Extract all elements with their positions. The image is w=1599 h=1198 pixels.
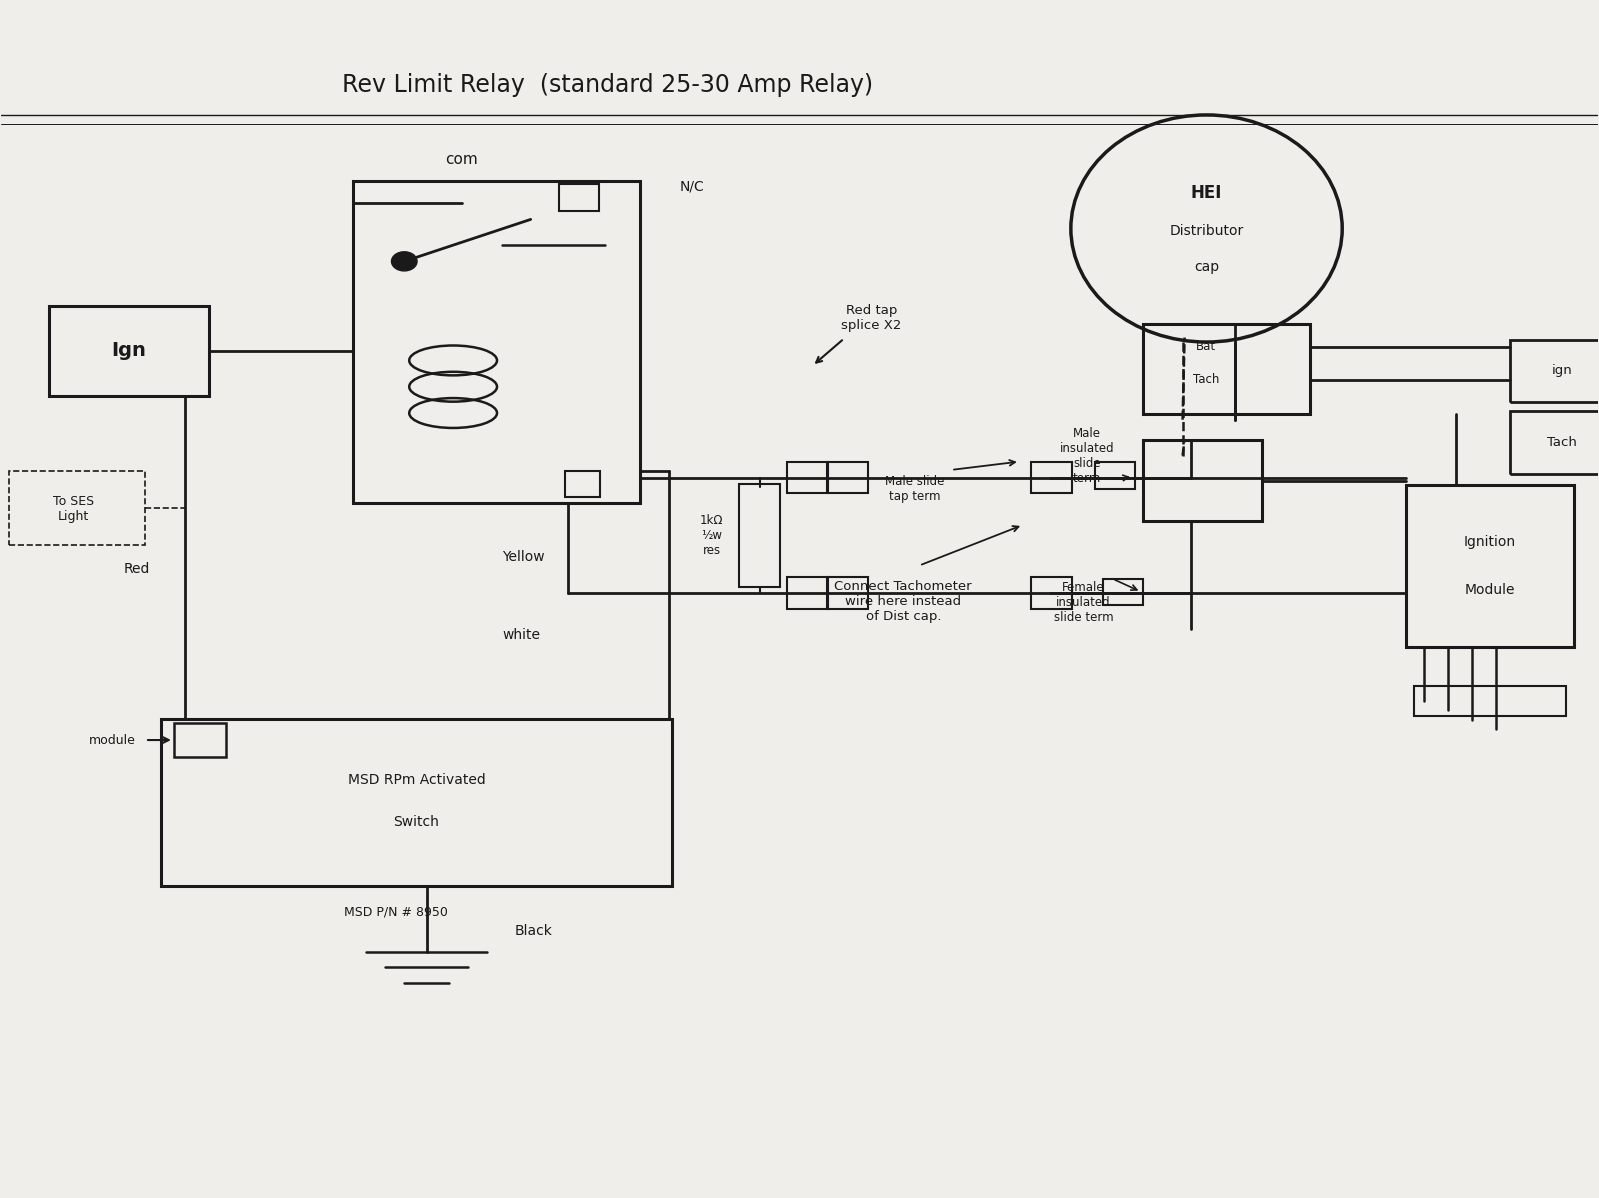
Bar: [1414, 686, 1565, 716]
Bar: [560, 184, 600, 211]
Bar: [739, 484, 780, 587]
Text: Red: Red: [123, 562, 150, 576]
Bar: [1143, 440, 1262, 521]
Text: Tach: Tach: [1193, 373, 1220, 386]
Bar: [1406, 485, 1573, 647]
Bar: [1143, 325, 1310, 413]
Bar: [564, 471, 600, 497]
Text: Red tap
splice X2: Red tap splice X2: [841, 304, 902, 332]
Text: 1kΩ
½w
res: 1kΩ ½w res: [700, 514, 723, 557]
Text: Connect Tachometer
wire here instead
of Dist cap.: Connect Tachometer wire here instead of …: [835, 580, 972, 623]
Text: Tach: Tach: [1546, 436, 1577, 449]
Circle shape: [392, 252, 417, 271]
Text: Ign: Ign: [112, 341, 147, 361]
Text: Male slide
tap term: Male slide tap term: [884, 476, 943, 503]
Bar: [352, 181, 640, 503]
Text: Black: Black: [515, 925, 552, 938]
Text: MSD P/N # 8950: MSD P/N # 8950: [344, 906, 448, 919]
Text: Distributor: Distributor: [1169, 224, 1244, 238]
Text: MSD RPm Activated: MSD RPm Activated: [347, 774, 484, 787]
Text: N/C: N/C: [680, 180, 705, 194]
Text: module: module: [90, 733, 136, 746]
Bar: [1509, 340, 1599, 401]
Bar: [1509, 411, 1599, 473]
Text: Female
insulated
slide term: Female insulated slide term: [1054, 581, 1113, 624]
Bar: [1031, 462, 1073, 494]
Text: Ignition: Ignition: [1463, 536, 1516, 549]
Text: white: white: [502, 628, 540, 642]
Bar: [50, 307, 209, 395]
Bar: [787, 577, 828, 609]
Bar: [827, 577, 868, 609]
Text: Male
insulated
slide
term: Male insulated slide term: [1060, 426, 1115, 484]
Text: ign: ign: [1551, 364, 1572, 377]
Bar: [161, 719, 672, 885]
Text: To SES
Light: To SES Light: [53, 495, 94, 524]
Text: Yellow: Yellow: [502, 550, 545, 564]
Text: cap: cap: [1194, 260, 1218, 273]
Text: Switch: Switch: [393, 816, 440, 829]
Text: com: com: [446, 152, 478, 167]
Bar: [1095, 462, 1135, 489]
Bar: [827, 462, 868, 494]
Text: Bat: Bat: [1196, 340, 1217, 353]
Text: Rev Limit Relay  (standard 25-30 Amp Relay): Rev Limit Relay (standard 25-30 Amp Rela…: [342, 73, 873, 97]
Bar: [174, 724, 227, 757]
Bar: [1103, 579, 1143, 605]
Bar: [787, 462, 828, 494]
Text: Module: Module: [1465, 583, 1516, 598]
Text: HEI: HEI: [1191, 183, 1222, 201]
Bar: [10, 471, 146, 545]
Bar: [1031, 577, 1073, 609]
